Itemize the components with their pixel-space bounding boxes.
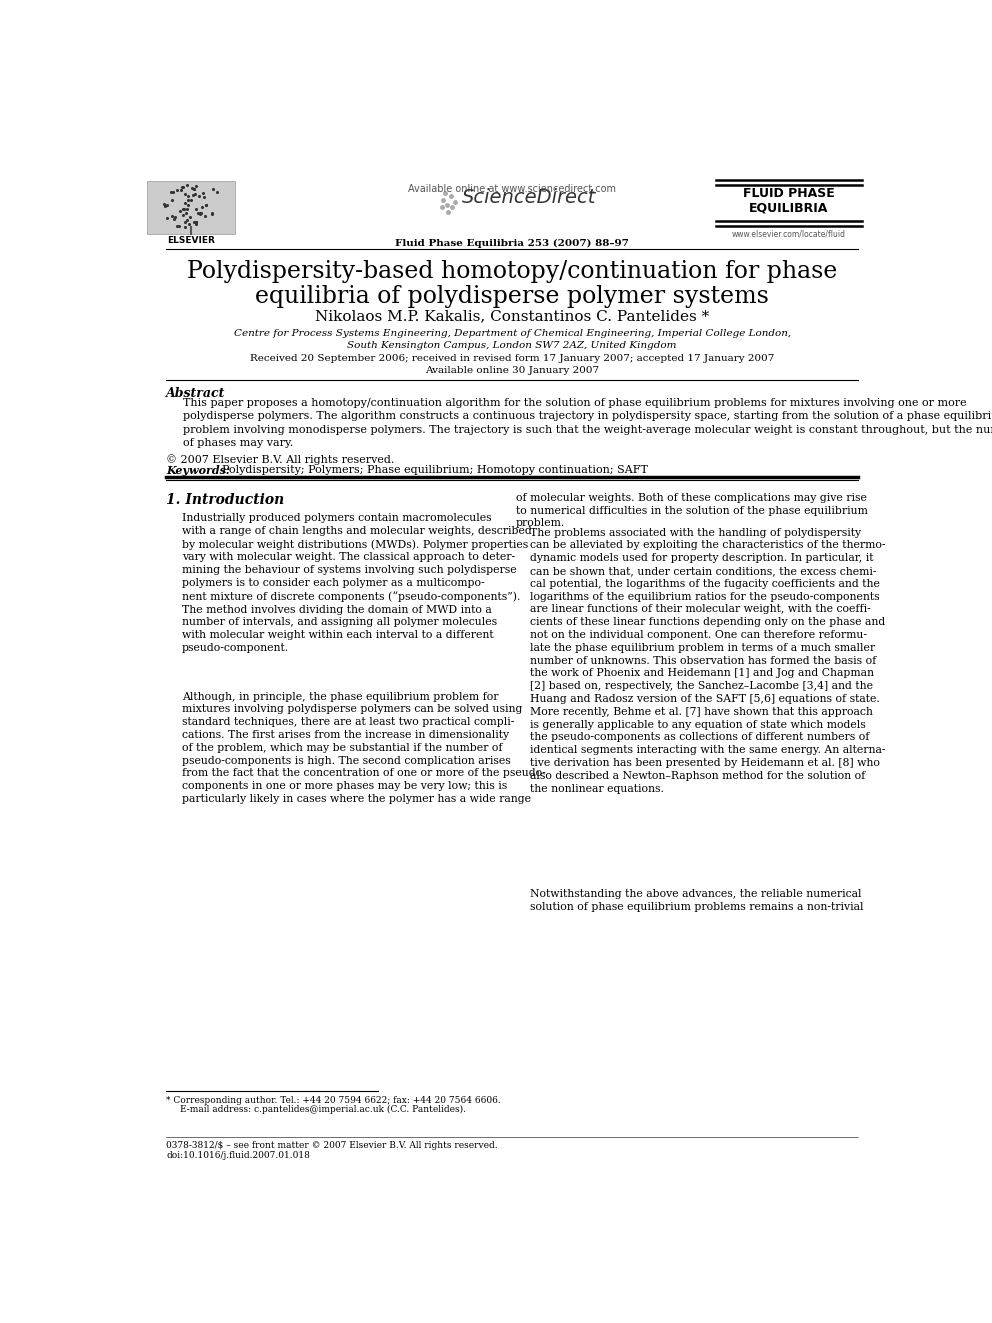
Point — [179, 175, 194, 196]
Text: Polydispersity-based homotopy/continuation for phase: Polydispersity-based homotopy/continuati… — [187, 259, 837, 283]
Text: EQUILIBRIA: EQUILIBRIA — [749, 201, 828, 214]
Point — [188, 198, 204, 220]
Point — [191, 202, 207, 224]
Point — [176, 198, 191, 220]
Text: Received 20 September 2006; received in revised form 17 January 2007; accepted 1: Received 20 September 2006; received in … — [250, 355, 775, 364]
Point — [177, 212, 192, 233]
Point — [164, 206, 180, 228]
Text: Although, in principle, the phase equilibrium problem for
mixtures involving pol: Although, in principle, the phase equili… — [182, 692, 546, 804]
Point — [178, 202, 193, 224]
Text: 1. Introduction: 1. Introduction — [167, 493, 285, 507]
Text: Industrially produced polymers contain macromolecules
with a range of chain leng: Industrially produced polymers contain m… — [182, 513, 532, 654]
Point — [175, 177, 190, 198]
Point — [186, 179, 202, 200]
Point — [209, 181, 225, 202]
Point — [187, 175, 203, 196]
Text: Fluid Phase Equilibria 253 (2007) 88–97: Fluid Phase Equilibria 253 (2007) 88–97 — [395, 239, 629, 249]
Point — [181, 189, 196, 210]
Point — [177, 184, 192, 205]
Point — [171, 216, 186, 237]
Point — [190, 202, 206, 224]
Text: Available online 30 January 2007: Available online 30 January 2007 — [426, 365, 599, 374]
Point — [194, 183, 210, 204]
Point — [182, 214, 197, 235]
Point — [174, 180, 189, 201]
Text: E-mail address: c.pantelides@imperial.ac.uk (C.C. Pantelides).: E-mail address: c.pantelides@imperial.ac… — [181, 1105, 466, 1114]
Point — [181, 185, 196, 206]
Point — [159, 206, 175, 228]
Text: This paper proposes a homotopy/continuation algorithm for the solution of phase : This paper proposes a homotopy/continuat… — [184, 398, 992, 447]
Text: of molecular weights. Both of these complications may give rise
to numerical dif: of molecular weights. Both of these comp… — [516, 493, 868, 528]
Text: The problems associated with the handling of polydispersity
can be alleviated by: The problems associated with the handlin… — [530, 528, 886, 794]
Point — [177, 192, 192, 213]
Point — [193, 202, 209, 224]
Text: Centre for Process Systems Engineering, Department of Chemical Engineering, Impe: Centre for Process Systems Engineering, … — [234, 329, 791, 337]
Text: Nikolaos M.P. Kakalis, Constantinos C. Pantelides *: Nikolaos M.P. Kakalis, Constantinos C. P… — [315, 310, 709, 324]
Point — [205, 179, 221, 200]
Point — [182, 206, 197, 228]
Point — [169, 179, 185, 200]
Point — [167, 209, 183, 230]
Point — [172, 201, 187, 222]
Point — [204, 202, 220, 224]
Point — [196, 187, 212, 208]
Point — [176, 198, 191, 220]
Point — [187, 212, 203, 233]
Point — [177, 216, 192, 237]
Text: www.elsevier.com/locate/fluid: www.elsevier.com/locate/fluid — [732, 229, 846, 238]
Text: Keywords:: Keywords: — [167, 466, 230, 476]
Point — [186, 179, 202, 200]
Text: equilibria of polydisperse polymer systems: equilibria of polydisperse polymer syste… — [255, 284, 769, 308]
Point — [185, 184, 200, 205]
Text: Available online at www.sciencedirect.com: Available online at www.sciencedirect.co… — [409, 184, 616, 194]
Point — [196, 205, 212, 226]
Point — [170, 216, 186, 237]
Text: ScienceDirect: ScienceDirect — [462, 188, 596, 206]
Text: Notwithstanding the above advances, the reliable numerical
solution of phase equ: Notwithstanding the above advances, the … — [530, 889, 863, 912]
Point — [180, 198, 195, 220]
Text: ELSEVIER: ELSEVIER — [168, 237, 215, 245]
Point — [165, 181, 181, 202]
Text: © 2007 Elsevier B.V. All rights reserved.: © 2007 Elsevier B.V. All rights reserved… — [167, 454, 395, 464]
Point — [192, 204, 208, 225]
Point — [163, 181, 179, 202]
Point — [156, 193, 172, 214]
Text: South Kensington Campus, London SW7 2AZ, United Kingdom: South Kensington Campus, London SW7 2AZ,… — [347, 341, 677, 351]
Point — [174, 176, 189, 197]
Text: * Corresponding author. Tel.: +44 20 7594 6622; fax: +44 20 7564 6606.: * Corresponding author. Tel.: +44 20 759… — [167, 1095, 501, 1105]
Point — [184, 189, 199, 210]
Point — [164, 189, 180, 210]
Text: 0378-3812/$ – see front matter © 2007 Elsevier B.V. All rights reserved.: 0378-3812/$ – see front matter © 2007 El… — [167, 1140, 498, 1150]
Point — [157, 196, 173, 217]
Point — [175, 204, 190, 225]
Point — [203, 202, 219, 224]
Point — [197, 194, 213, 216]
Point — [187, 212, 203, 233]
Point — [186, 212, 201, 233]
Point — [168, 206, 184, 228]
Point — [186, 184, 202, 205]
Text: FLUID PHASE: FLUID PHASE — [743, 188, 835, 200]
Point — [198, 194, 214, 216]
Point — [181, 194, 196, 216]
Text: Polydispersity; Polymers; Phase equilibrium; Homotopy continuation; SAFT: Polydispersity; Polymers; Phase equilibr… — [215, 466, 649, 475]
Point — [190, 187, 206, 208]
Point — [188, 213, 204, 234]
Bar — [147, 181, 235, 234]
Text: Abstract: Abstract — [167, 386, 225, 400]
Text: doi:10.1016/j.fluid.2007.01.018: doi:10.1016/j.fluid.2007.01.018 — [167, 1151, 310, 1160]
Point — [160, 194, 176, 216]
Point — [194, 196, 210, 217]
Point — [180, 209, 195, 230]
Point — [185, 177, 200, 198]
